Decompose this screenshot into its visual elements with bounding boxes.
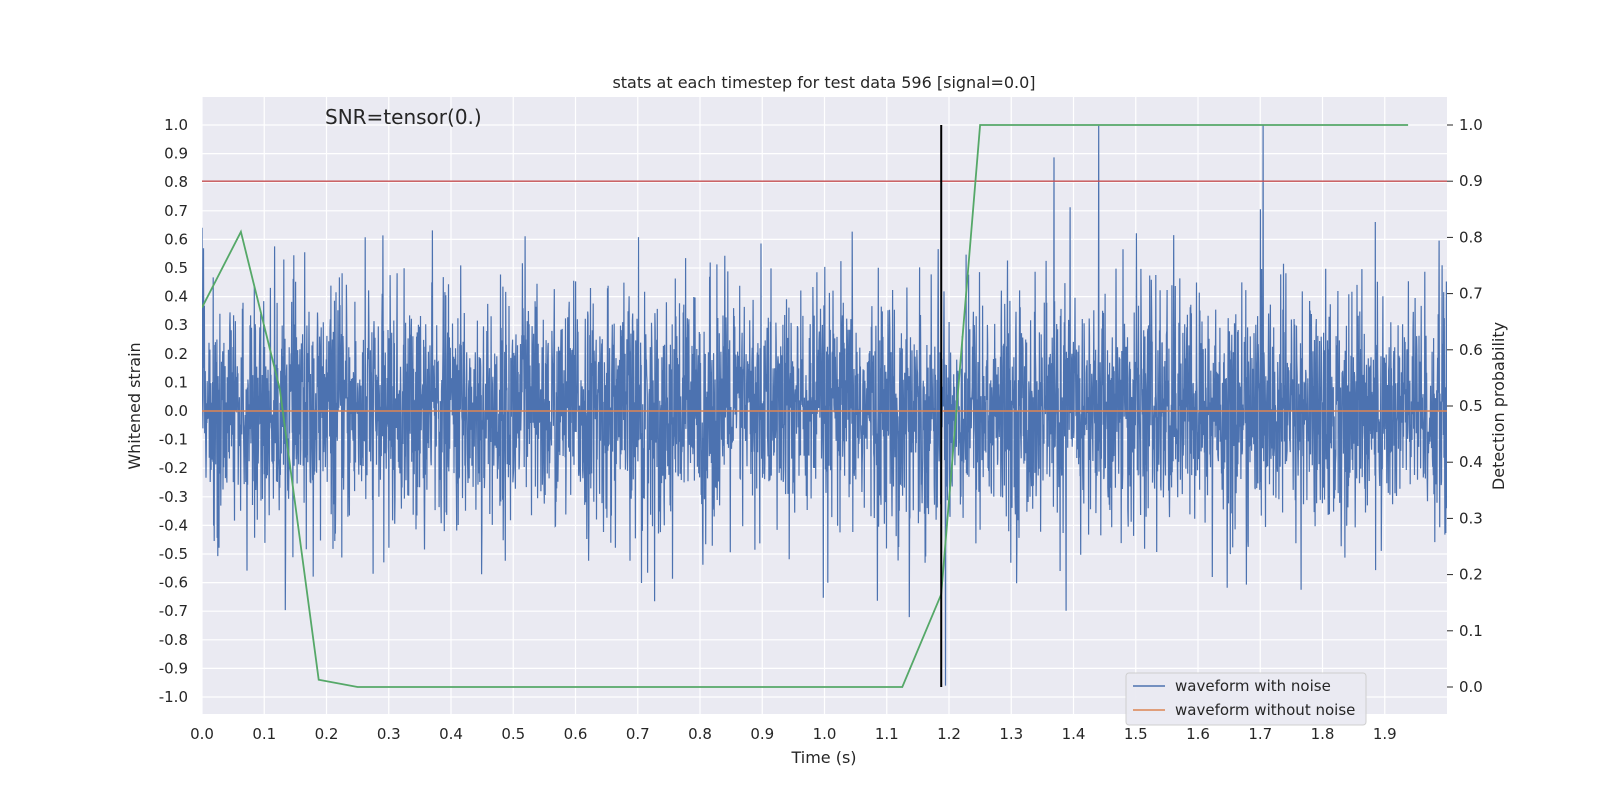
x-tick-label: 0.1 (252, 725, 276, 743)
y-tick-label: 0.3 (164, 316, 188, 334)
series-detection-probability (202, 124, 1409, 688)
x-tick-label: 0.5 (501, 725, 525, 743)
y-tick-label: -0.4 (159, 516, 188, 534)
y-tick-label: -0.1 (159, 431, 188, 449)
x-tick-label: 1.9 (1373, 725, 1397, 743)
y-tick-label: 0.6 (164, 230, 188, 248)
y-tick-label: -0.6 (159, 574, 188, 592)
y-tick-label: 0.0 (164, 402, 188, 420)
x-tick-label: 0.9 (750, 725, 774, 743)
x-tick-label: 1.1 (875, 725, 899, 743)
y-tick-label: 1.0 (164, 116, 188, 134)
plot-area (202, 124, 1447, 688)
y-tick-label: -0.5 (159, 545, 188, 563)
x-tick-label: 1.7 (1248, 725, 1272, 743)
x-tick-label: 0.6 (564, 725, 588, 743)
x-tick-label: 1.6 (1186, 725, 1210, 743)
y-axis-label: Whitened strain (125, 342, 144, 469)
y2-axis-label: Detection probability (1489, 322, 1508, 490)
x-tick-label: 1.3 (999, 725, 1023, 743)
y2-tick-label: 0.8 (1459, 228, 1483, 246)
x-tick-label: 1.0 (813, 725, 837, 743)
y2-tick-label: 0.5 (1459, 397, 1483, 415)
y2-tick-label: 0.0 (1459, 678, 1483, 696)
x-tick-label: 0.8 (688, 725, 712, 743)
y2-tick-label: 0.2 (1459, 566, 1483, 584)
legend-box (1125, 672, 1367, 726)
y-tick-label: -0.7 (159, 602, 188, 620)
y-tick-label: -0.8 (159, 631, 188, 649)
y2-tick-label: 0.3 (1459, 509, 1483, 527)
y2-tick-label: 0.4 (1459, 453, 1483, 471)
tick-labels: 0.0 0.1 0.2 0.3 0.4 0.5 0.6 0.7 0.8 0.9 1.0 1.1 1.2 1… (159, 116, 1483, 743)
y-tick-label: 0.9 (164, 145, 188, 163)
x-axis-label: Time (s) (790, 748, 856, 767)
y-tick-label: -0.2 (159, 459, 188, 477)
chart-title: stats at each timestep for test data 596… (612, 73, 1035, 92)
snr-annotation: SNR=tensor(0.) (325, 105, 482, 129)
y-tick-label: -0.3 (159, 488, 188, 506)
x-tick-label: 0.2 (315, 725, 339, 743)
x-tick-label: 1.5 (1124, 725, 1148, 743)
x-tick-label: 1.8 (1311, 725, 1335, 743)
legend-label-clean: waveform without noise (1175, 701, 1355, 719)
x-tick-label: 1.4 (1062, 725, 1086, 743)
y-tick-label: 0.2 (164, 345, 188, 363)
y-tick-label: 0.8 (164, 173, 188, 191)
y2-tick-label: 0.1 (1459, 622, 1483, 640)
x-tick-label: 0.7 (626, 725, 650, 743)
y-tick-label: -0.9 (159, 659, 188, 677)
y2-tick-label: 0.7 (1459, 285, 1483, 303)
y-tick-label: 0.1 (164, 373, 188, 391)
x-tick-label: 1.2 (937, 725, 961, 743)
y2-tick-label: 1.0 (1459, 116, 1483, 134)
x-tick-label: 0.4 (439, 725, 463, 743)
y-tick-label: -1.0 (159, 688, 188, 706)
y-tick-label: 0.5 (164, 259, 188, 277)
legend: waveform with noise waveform without noi… (1125, 672, 1367, 726)
y-tick-label: 0.4 (164, 288, 188, 306)
y2-tick-label: 0.9 (1459, 172, 1483, 190)
y2-tick-label: 0.6 (1459, 341, 1483, 359)
legend-label-noise: waveform with noise (1175, 677, 1331, 695)
x-tick-label: 0.0 (190, 725, 214, 743)
y-tick-label: 0.7 (164, 202, 188, 220)
series-waveform-with-noise (202, 124, 1447, 686)
x-tick-label: 0.3 (377, 725, 401, 743)
